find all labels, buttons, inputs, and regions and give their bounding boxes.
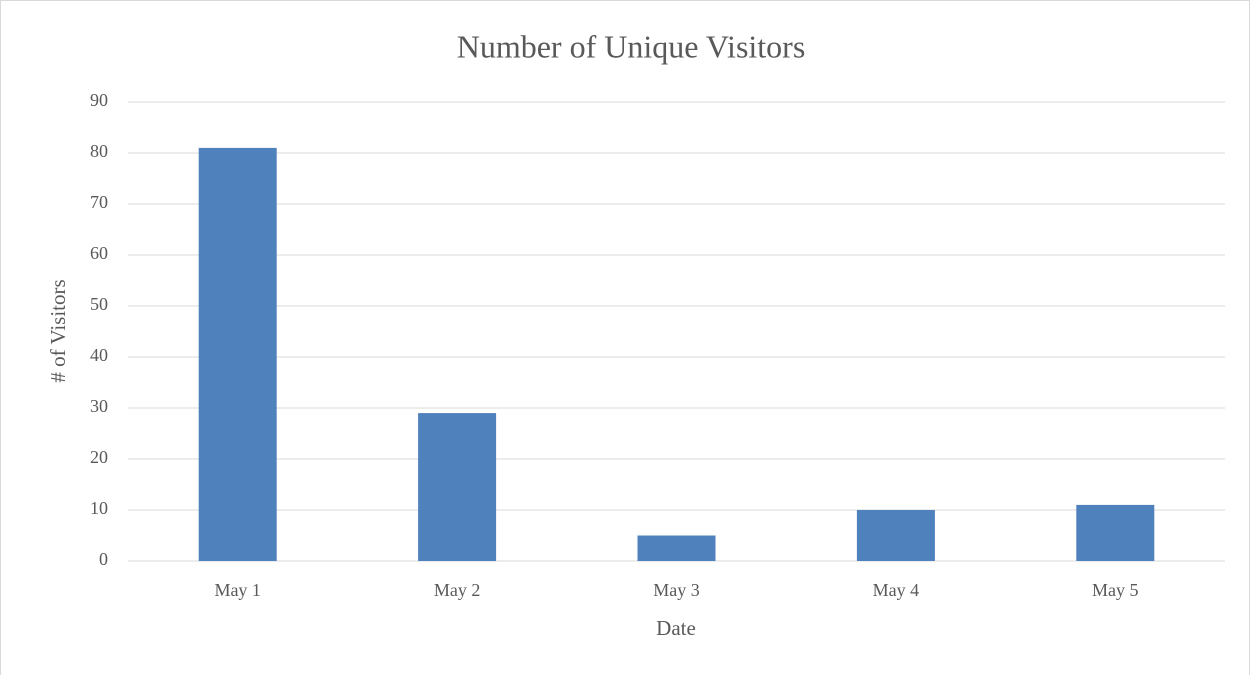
x-tick-label: May 3 xyxy=(653,580,700,600)
y-tick-label: 90 xyxy=(90,90,108,110)
y-tick-label: 80 xyxy=(90,141,108,161)
y-tick-label: 60 xyxy=(90,243,108,263)
x-tick-label: May 4 xyxy=(873,580,920,600)
y-tick-label: 10 xyxy=(90,498,108,518)
bar xyxy=(856,510,935,561)
y-tick-label: 50 xyxy=(90,294,108,314)
y-tick-label: 20 xyxy=(90,447,108,467)
bar xyxy=(198,147,277,561)
bar xyxy=(418,413,497,561)
bar xyxy=(1076,504,1155,561)
y-axis-title: # of Visitors xyxy=(46,279,70,382)
x-tick-label: May 5 xyxy=(1092,580,1139,600)
y-tick-label: 0 xyxy=(99,549,108,569)
x-tick-label: May 1 xyxy=(214,580,261,600)
x-tick-label: May 2 xyxy=(434,580,481,600)
y-tick-label: 40 xyxy=(90,345,108,365)
x-axis-title: Date xyxy=(656,616,696,640)
chart-title: Number of Unique Visitors xyxy=(457,28,806,64)
bar xyxy=(637,535,716,561)
y-tick-label: 30 xyxy=(90,396,108,416)
y-tick-label: 70 xyxy=(90,192,108,212)
